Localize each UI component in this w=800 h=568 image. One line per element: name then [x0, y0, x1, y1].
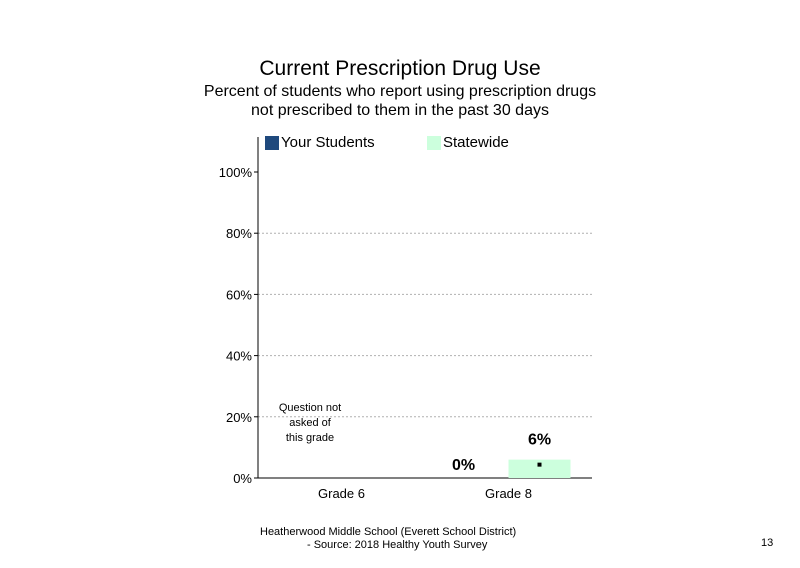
footer-source: Heatherwood Middle School (Everett Schoo…	[260, 526, 516, 552]
y-tick-label: 100%	[219, 165, 253, 180]
legend-label-your-students: Your Students	[281, 134, 375, 151]
note-line-1: Question not	[278, 402, 342, 414]
legend-swatch-statewide	[427, 135, 441, 150]
legend-label-statewide: Statewide	[443, 134, 509, 151]
page-number: 13	[761, 537, 774, 549]
error-marker	[537, 462, 542, 467]
chart-subtitle: Percent of students who report using pre…	[0, 82, 800, 120]
data-label: 6%	[528, 432, 551, 449]
x-tick-label: Grade 6	[318, 486, 365, 501]
note-line-3: this grade	[285, 432, 335, 444]
note-line-2: asked of	[289, 417, 331, 429]
question-not-asked-note: Question not asked of this grade	[270, 401, 350, 446]
y-tick-label: 0%	[233, 471, 252, 486]
subtitle-line-1: Percent of students who report using pre…	[203, 83, 597, 100]
legend-item-your-students: Your Students	[265, 134, 375, 151]
footer-line-2: - Source: 2018 Healthy Youth Survey	[307, 539, 488, 551]
subtitle-line-2: not prescribed to them in the past 30 da…	[251, 102, 549, 119]
chart-title: Current Prescription Drug Use	[259, 57, 541, 80]
data-label: 0%	[452, 457, 475, 474]
legend-item-statewide: Statewide	[427, 134, 509, 151]
y-tick-label: 60%	[226, 287, 252, 302]
footer-line-1: Heatherwood Middle School (Everett Schoo…	[260, 526, 517, 538]
y-tick-label: 80%	[226, 226, 252, 241]
bar-statewide	[508, 459, 571, 478]
y-tick-label: 40%	[226, 349, 252, 364]
y-tick-label: 20%	[226, 410, 252, 425]
x-tick-label: Grade 8	[485, 486, 532, 501]
legend-swatch-your-students	[265, 135, 279, 150]
